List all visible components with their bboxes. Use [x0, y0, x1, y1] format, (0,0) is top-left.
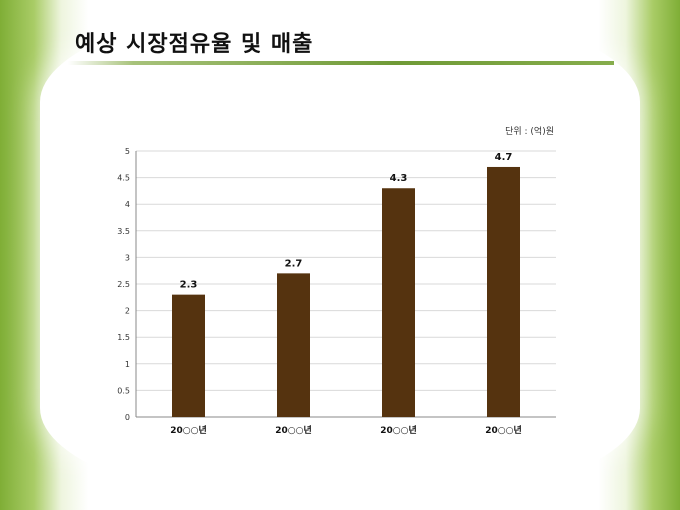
data-label: 4.3	[390, 173, 408, 184]
slide-panel	[40, 0, 640, 510]
y-tick-label: 4	[125, 200, 130, 209]
y-tick-label: 1	[125, 360, 130, 369]
x-tick-label: 20○○년	[275, 424, 312, 436]
y-tick-label: 2.5	[117, 280, 130, 289]
data-label: 4.7	[495, 152, 513, 163]
y-tick-label: 4.5	[117, 174, 130, 183]
y-tick-label: 3.5	[117, 227, 130, 236]
y-tick-label: 5	[125, 147, 130, 156]
unit-label: 단위 : (억)원	[505, 127, 554, 137]
data-label: 2.3	[180, 280, 198, 291]
y-tick-label: 2	[125, 307, 130, 316]
x-tick-label: 20○○년	[170, 424, 207, 436]
x-tick-label: 20○○년	[485, 424, 522, 436]
y-tick-label: 1.5	[117, 333, 130, 342]
y-tick-label: 3	[125, 253, 130, 262]
bar	[382, 188, 415, 417]
y-tick-label: 0.5	[117, 386, 130, 395]
title-underline	[68, 61, 614, 65]
bar	[277, 273, 310, 417]
bar	[487, 166, 520, 417]
x-tick-label: 20○○년	[380, 424, 417, 436]
data-label: 2.7	[285, 258, 303, 269]
page-title: 예상 시장점유율 및 매출	[75, 32, 314, 57]
bar	[172, 294, 205, 417]
y-tick-label: 0	[125, 413, 130, 422]
